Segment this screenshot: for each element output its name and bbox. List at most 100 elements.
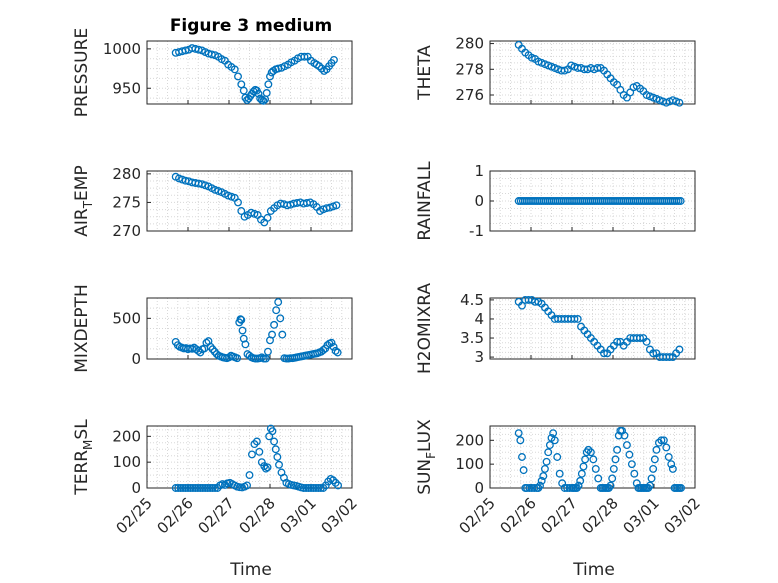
data-point <box>630 469 639 478</box>
data-point <box>514 429 523 438</box>
data-point <box>620 431 629 440</box>
series-markers <box>514 40 684 107</box>
data-point <box>171 484 180 492</box>
data-point <box>276 314 285 323</box>
x-axis-label-left: Time <box>229 560 272 580</box>
data-point <box>307 484 315 492</box>
data-point <box>649 464 658 473</box>
data-point <box>589 455 598 464</box>
data-point <box>261 354 270 363</box>
data-point <box>268 330 276 339</box>
data-point <box>675 345 684 354</box>
data-point <box>542 457 551 466</box>
data-point <box>652 445 661 454</box>
data-point <box>659 436 668 445</box>
data-point <box>573 315 582 323</box>
series-markers <box>514 197 685 205</box>
y-tick-label: 275 <box>112 193 141 211</box>
data-point <box>274 298 283 307</box>
data-point <box>665 353 674 362</box>
y-tick-label: 1000 <box>103 40 141 58</box>
data-point <box>334 481 343 490</box>
y-tick-label: 200 <box>455 431 484 449</box>
y-tick-label: 0 <box>131 350 141 368</box>
data-point <box>198 484 207 492</box>
series-markers <box>171 44 338 105</box>
figure-title: Figure 3 medium <box>170 16 332 36</box>
data-point <box>586 448 595 457</box>
data-point <box>650 455 659 464</box>
data-point <box>275 460 283 469</box>
data-point <box>233 354 242 363</box>
data-point <box>636 334 645 342</box>
data-point <box>181 46 190 55</box>
data-point <box>263 213 272 222</box>
data-point <box>270 437 279 446</box>
axes-frame <box>146 40 353 105</box>
data-point <box>206 484 215 492</box>
data-point <box>210 347 219 356</box>
data-point <box>208 345 217 354</box>
series-markers <box>171 172 341 227</box>
series-markers <box>171 424 343 492</box>
series-markers <box>514 295 684 362</box>
data-point <box>675 98 684 107</box>
data-point <box>245 351 254 360</box>
y-tick-label: 100 <box>455 455 484 473</box>
data-point <box>254 89 263 98</box>
data-point <box>243 481 251 490</box>
data-point <box>539 472 548 481</box>
data-point <box>212 350 221 359</box>
data-point <box>647 474 656 483</box>
data-point <box>239 86 248 95</box>
data-point <box>327 338 336 347</box>
data-point <box>264 347 272 356</box>
data-point <box>236 315 245 324</box>
data-point <box>238 326 247 335</box>
data-point <box>536 481 544 490</box>
data-point <box>179 484 188 492</box>
data-point <box>278 330 287 339</box>
y-tick-label: 500 <box>112 309 141 327</box>
data-point <box>560 484 569 492</box>
data-point <box>259 96 268 105</box>
data-point <box>584 445 593 454</box>
data-point <box>181 484 190 492</box>
data-point <box>668 464 677 473</box>
data-point <box>241 340 250 349</box>
y-axis-label: H2OMIXRA <box>415 283 435 374</box>
y-tick-label: 100 <box>112 453 141 471</box>
data-point <box>555 469 564 478</box>
data-point <box>330 55 338 64</box>
data-point <box>329 342 338 351</box>
data-point <box>576 476 585 485</box>
data-point <box>613 445 622 454</box>
data-point <box>667 460 676 469</box>
subplot-h2omixra: 33.544.5 H2OMIXRA <box>415 283 696 374</box>
y-axis-label: RAINFALL <box>415 161 435 241</box>
y-tick-label: 278 <box>455 60 484 78</box>
data-point <box>600 349 608 358</box>
data-point <box>315 62 324 71</box>
data-point <box>188 484 197 492</box>
data-point <box>550 436 559 445</box>
data-point <box>193 484 202 492</box>
y-tick-label: 280 <box>112 165 141 183</box>
data-point <box>331 346 340 355</box>
data-point <box>173 341 182 350</box>
data-point <box>186 484 195 492</box>
data-point <box>272 306 281 315</box>
data-point <box>319 346 328 355</box>
data-point <box>274 64 283 73</box>
data-point <box>544 448 553 457</box>
data-point <box>609 464 618 473</box>
subplot-mixdepth: 0 500 MIXDEPTH <box>72 284 353 373</box>
y-tick-label: 950 <box>112 79 141 97</box>
data-point <box>176 484 185 492</box>
data-point <box>540 464 549 473</box>
data-point <box>248 450 256 459</box>
data-point <box>549 429 558 438</box>
y-tick-label: 276 <box>455 86 484 104</box>
series-markers <box>171 298 342 363</box>
